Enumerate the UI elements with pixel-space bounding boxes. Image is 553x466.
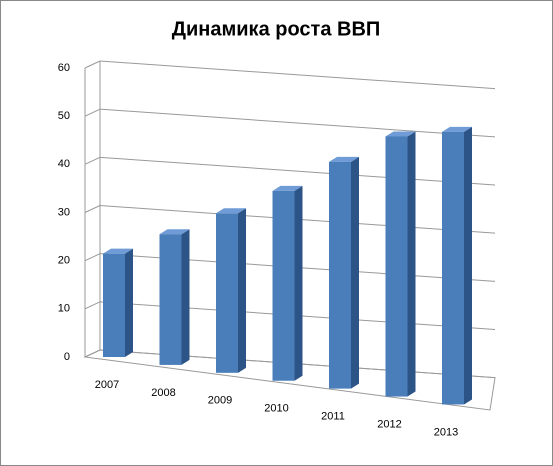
y-tick-label: 50 [58, 110, 70, 122]
side-grid-line [84, 253, 101, 262]
side-grid-line [84, 60, 101, 69]
bar-side [181, 229, 190, 365]
y-tick-label: 0 [64, 351, 70, 363]
x-tick-label: 2008 [151, 387, 175, 399]
bar [103, 253, 125, 357]
x-tick-label: 2012 [377, 418, 401, 430]
bar-top [159, 229, 190, 235]
grid-line [99, 60, 496, 90]
bar-top [103, 248, 133, 254]
x-tick-label: 2009 [208, 395, 232, 407]
side-grid-line [84, 205, 101, 213]
x-tick-label: 2010 [264, 403, 288, 415]
bar [329, 161, 351, 389]
bar-top [272, 185, 303, 191]
bar-side [294, 185, 303, 381]
bar-side [464, 126, 472, 405]
bar [272, 190, 295, 381]
x-tick-label: 2011 [321, 411, 345, 423]
bar-top [442, 126, 472, 132]
y-tick-label: 30 [58, 206, 70, 218]
x-tick-label: 2007 [95, 379, 119, 391]
bar-top [385, 131, 416, 137]
bar-side [238, 208, 246, 373]
grid-line [99, 108, 496, 138]
chart-title: Динамика роста ВВП [172, 18, 381, 40]
bar-side [125, 248, 133, 357]
bar-top [216, 208, 246, 214]
y-tick-label: 20 [58, 255, 70, 267]
bar-side [407, 131, 416, 397]
bar [385, 136, 408, 397]
plot-area: 0 10 20 30 40 50 60 2007 2008 2009 2010 2011 2012 201… [58, 60, 496, 438]
bar-side [351, 156, 359, 389]
side-grid-line [84, 301, 101, 310]
y-tick-label: 10 [58, 303, 70, 315]
bar [442, 131, 464, 405]
bar [216, 213, 238, 373]
y-tick-label: 40 [58, 158, 70, 170]
y-tick-label: 60 [58, 62, 70, 74]
bar [159, 234, 182, 365]
bar-top [329, 156, 359, 162]
side-grid-line [84, 349, 101, 358]
side-grid-line [84, 156, 101, 165]
x-tick-label: 2013 [434, 426, 458, 438]
side-grid-line [84, 108, 101, 117]
grid-line [99, 156, 496, 186]
